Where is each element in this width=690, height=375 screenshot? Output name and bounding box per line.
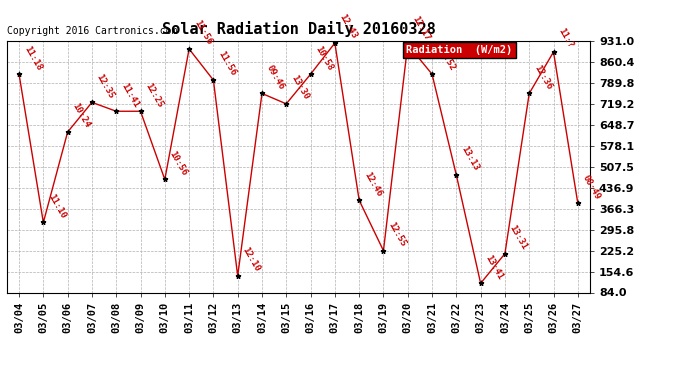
Text: Radiation  (W/m2): Radiation (W/m2) — [406, 45, 513, 55]
Text: 10:24: 10:24 — [70, 102, 92, 130]
Text: 11:56: 11:56 — [216, 50, 237, 78]
Point — [524, 90, 535, 96]
Point — [378, 248, 389, 254]
Point — [451, 172, 462, 178]
Point — [232, 273, 243, 279]
Point — [184, 46, 195, 52]
Point — [281, 101, 292, 107]
Point — [402, 42, 413, 48]
Text: 12:35: 12:35 — [95, 72, 116, 100]
Text: 12:55: 12:55 — [386, 220, 408, 248]
Point — [38, 219, 49, 225]
Point — [135, 108, 146, 114]
Point — [86, 99, 97, 105]
Text: 13:41: 13:41 — [484, 253, 505, 281]
Text: 11:41: 11:41 — [119, 81, 140, 109]
Title: Solar Radiation Daily 20160328: Solar Radiation Daily 20160328 — [161, 21, 435, 37]
Text: 11:?: 11:? — [556, 26, 575, 50]
Point — [305, 71, 316, 77]
Text: 12:43: 12:43 — [338, 13, 359, 40]
Point — [257, 90, 268, 96]
Text: 12:17: 12:17 — [411, 14, 432, 42]
Text: 08:49: 08:49 — [581, 173, 602, 201]
Text: 10:58: 10:58 — [313, 44, 335, 72]
Text: 12:36: 12:36 — [532, 63, 553, 91]
Text: 12:10: 12:10 — [241, 246, 262, 273]
Text: 11:10: 11:10 — [46, 192, 68, 220]
Point — [548, 49, 559, 55]
Point — [426, 71, 437, 77]
Point — [475, 280, 486, 286]
Text: 11:18: 11:18 — [22, 44, 43, 72]
Point — [572, 200, 583, 206]
Text: Copyright 2016 Cartronics.com: Copyright 2016 Cartronics.com — [7, 26, 177, 36]
Text: 11:56: 11:56 — [192, 19, 213, 46]
Text: 12:25: 12:25 — [144, 81, 165, 109]
Point — [500, 251, 511, 257]
Text: 13:30: 13:30 — [289, 74, 311, 102]
Text: 12:46: 12:46 — [362, 170, 384, 198]
Point — [14, 71, 25, 77]
Text: 10:56: 10:56 — [168, 149, 189, 177]
Text: 13:13: 13:13 — [460, 145, 480, 172]
Text: 09:46: 09:46 — [265, 63, 286, 91]
Point — [354, 197, 365, 203]
Point — [159, 177, 170, 183]
Point — [110, 108, 121, 114]
Point — [62, 129, 73, 135]
Point — [329, 40, 340, 46]
Text: 13:31: 13:31 — [508, 224, 529, 251]
Text: 12:52: 12:52 — [435, 44, 456, 72]
Point — [208, 77, 219, 83]
